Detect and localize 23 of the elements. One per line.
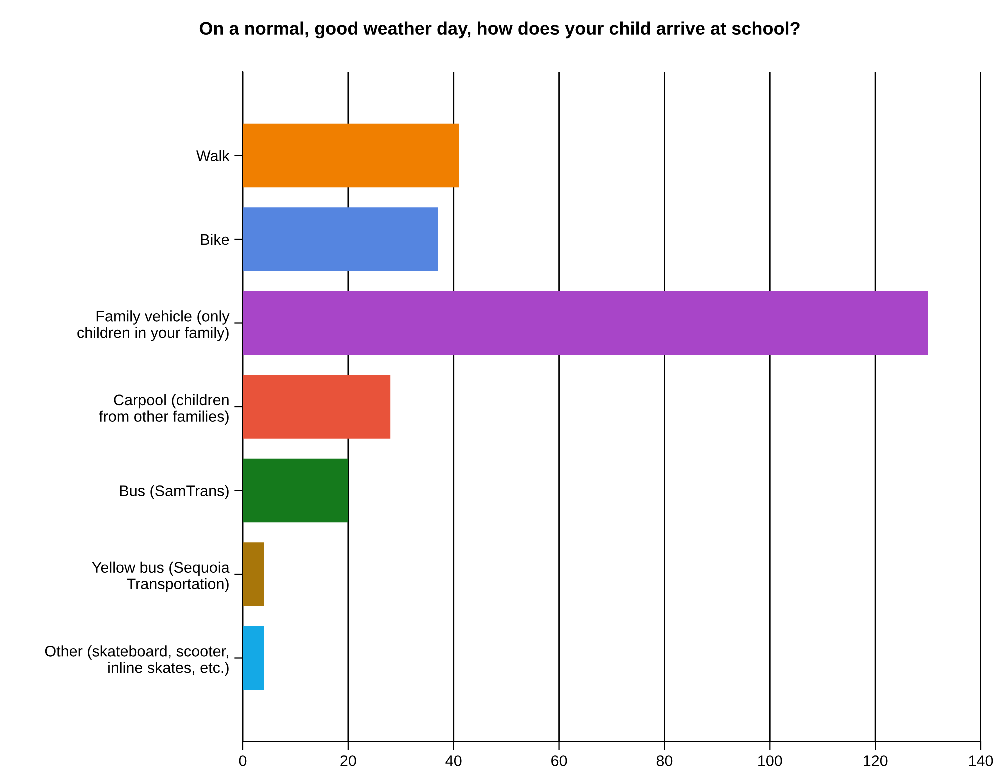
bar <box>243 291 928 356</box>
bar <box>243 375 391 439</box>
y-tick-label: Family vehicle (only children in your family) <box>78 310 230 342</box>
x-tick-label: 140 <box>969 756 994 766</box>
x-tick-label: 0 <box>239 756 247 766</box>
bar <box>243 542 264 606</box>
y-tick-label: Yellow bus (Sequoia Transportation) <box>92 562 230 593</box>
y-tick-label: Bus (SamTrans) <box>120 485 229 500</box>
y-tick-label: Walk <box>196 150 230 162</box>
y-tick-label: Other (skateboard, scooter, inline skates, etc.) <box>45 646 229 676</box>
bar <box>243 208 438 272</box>
bar <box>243 124 460 188</box>
x-tick-label: 100 <box>758 756 782 766</box>
y-tick-label: Bike <box>201 234 230 246</box>
x-tick-label: 60 <box>552 756 568 766</box>
bar <box>243 458 348 523</box>
x-tick-label: 120 <box>864 756 888 766</box>
x-tick-label: 80 <box>656 756 673 766</box>
chart-title: On a normal, good weather day, how does your child arrive at school? <box>200 22 800 39</box>
x-tick-label: 20 <box>340 756 356 766</box>
bar <box>243 626 264 690</box>
x-tick-label: 40 <box>446 756 462 766</box>
y-tick-label: Carpool (children from other families) <box>99 394 229 426</box>
